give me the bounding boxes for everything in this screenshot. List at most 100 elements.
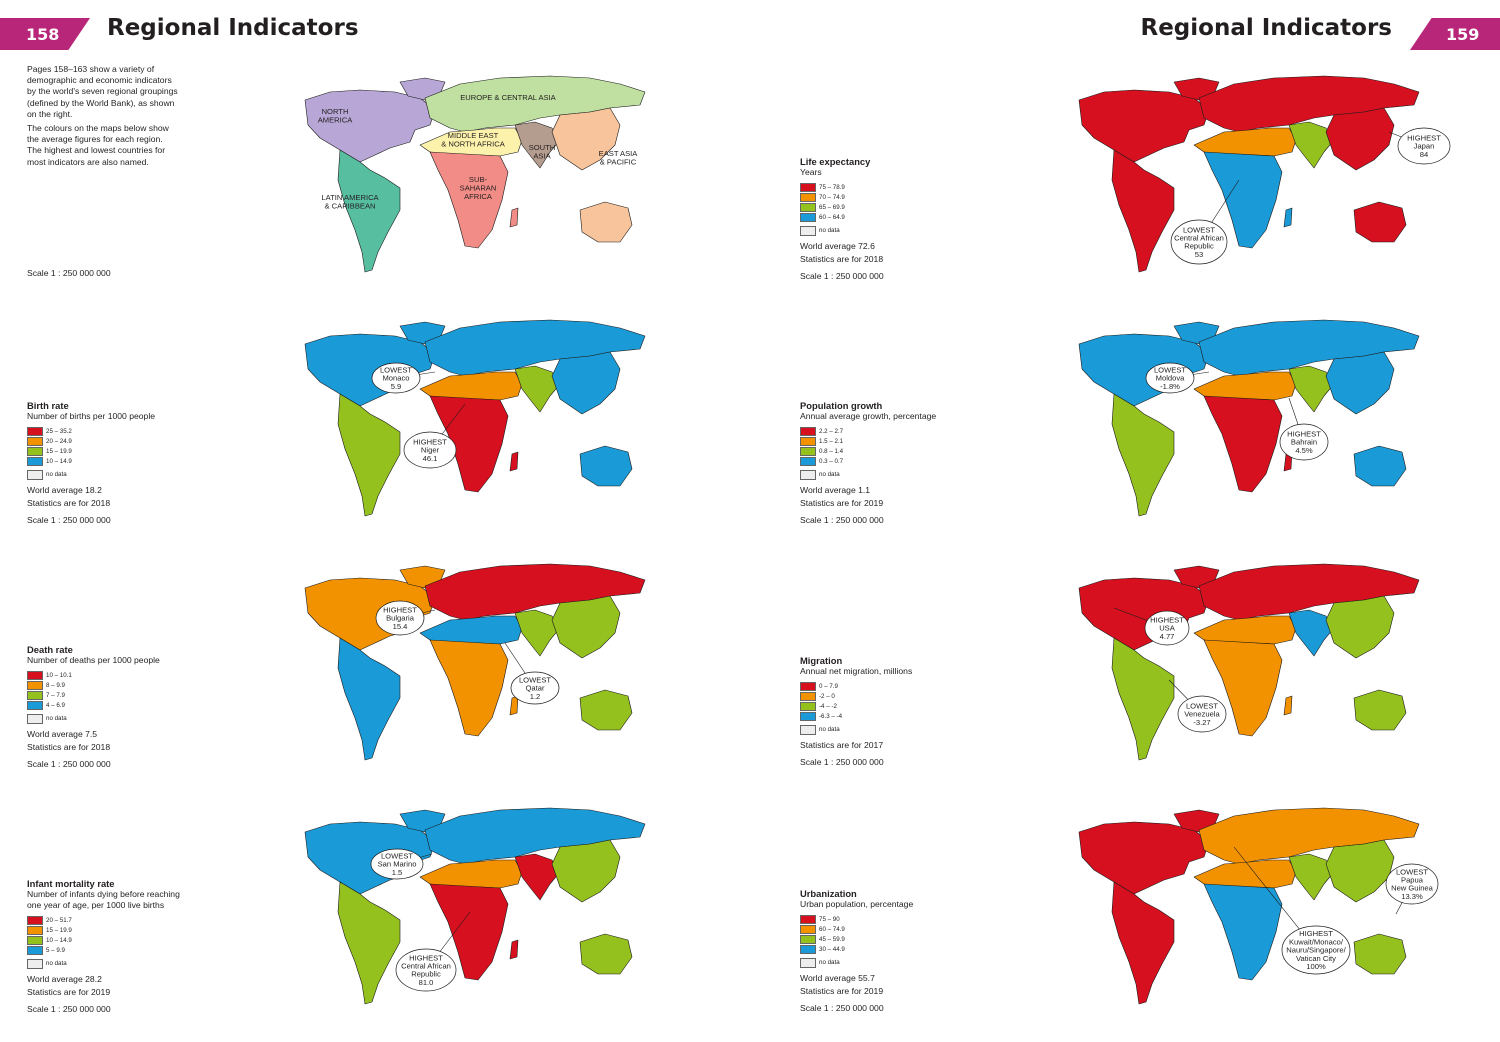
population-growth-callout-text: HIGHEST Bahrain 4.5% [1287, 429, 1321, 454]
birth-rate-sa-shape [514, 365, 561, 413]
page-title-left: Regional Indicators [107, 15, 359, 41]
page-number-left: 158 [0, 18, 90, 50]
intro-text: Pages 158–163 show a variety of demograp… [27, 64, 187, 171]
birth-rate-legend-range: 25 – 35.2 [46, 427, 72, 435]
birth-rate-map: LOWEST Monaco 5.9 HIGHEST Niger 46.1 [304, 319, 646, 517]
migration-legend-row: 0 – 7.9 [800, 681, 1000, 691]
death-rate-callout-bubble [375, 600, 425, 636]
infant-mortality-legend-subtitle: Number of infants dying before reaching o… [27, 889, 180, 910]
life-expectancy-legend-nodata-swatch [800, 225, 816, 236]
birth-rate-legend-range: 10 – 14.9 [46, 458, 72, 466]
population-growth-legend-range: 0.3 – 0.7 [819, 458, 844, 466]
migration-legend-nodata-swatch [800, 724, 816, 735]
infant-mortality-legend-range: 15 – 19.9 [46, 926, 72, 934]
region-label-eca: EUROPE & CENTRAL ASIA [460, 93, 556, 102]
urbanization-legend-swatch [800, 934, 816, 944]
population-growth-legend-footnote: World average 1.1 [800, 484, 871, 495]
life-expectancy-legend-row: 60 – 64.9 [800, 213, 1000, 223]
population-growth-legend-row: 0.3 – 0.7 [800, 457, 1000, 467]
birth-rate-legend-row: 25 – 35.2 [27, 426, 227, 436]
urbanization-callout-lowest: LOWEST Papua New Guinea 13.3% [1385, 863, 1439, 915]
infant-mortality-legend-range: 10 – 14.9 [46, 936, 72, 944]
region-label-na: NORTH AMERICA [318, 107, 354, 124]
birth-rate-legend-title: Birth rate [27, 400, 69, 411]
urbanization-callout-bubble [1385, 863, 1439, 905]
migration-legend-swatch [800, 701, 816, 711]
birth-rate-legend-subtitle: Number of births per 1000 people [27, 411, 156, 421]
life-expectancy-legend-range: 65 – 69.9 [819, 203, 845, 211]
population-growth-sa-shape [1288, 365, 1335, 413]
infant-mortality-callout-highest: HIGHEST Central African Republic 81.0 [395, 911, 471, 992]
death-rate-aus-shape [579, 689, 633, 731]
migration-ssa-shape [1203, 639, 1283, 737]
migration-legend-nodata: no data [800, 724, 1000, 735]
page-number-right: 159 [1410, 18, 1500, 50]
life-expectancy-callout-lowest: LOWEST Central African Republic 53 [1170, 179, 1240, 265]
birth-rate-legend-footnote: World average 18.2 [27, 484, 102, 495]
birth-rate-eap-shape [551, 351, 621, 415]
migration-legend-range: -2 – 0 [819, 692, 835, 700]
urbanization-callout-text: LOWEST Papua New Guinea 13.3% [1391, 867, 1434, 901]
death-rate-legend-swatch [27, 690, 43, 700]
infant-mortality-eap-shape [551, 839, 621, 903]
life-expectancy-callout-text: HIGHEST Japan 84 [1407, 133, 1441, 158]
urbanization-aus-shape [1353, 933, 1407, 975]
birth-rate-legend-nodata: no data [27, 469, 227, 480]
birth-rate-callout-lowest: LOWEST Monaco 5.9 [371, 362, 436, 394]
death-rate-map: HIGHEST Bulgaria 15.4 LOWEST Qatar 1.2 [304, 563, 646, 761]
region-label-eap: EAST ASIA & PACIFIC [599, 149, 639, 166]
migration-legend-nodata-label: no data [819, 726, 840, 734]
death-rate-legend-range: 7 – 7.9 [46, 691, 65, 699]
life-expectancy-legend-footnote: World average 72.6 [800, 240, 875, 251]
death-rate-callout-text: HIGHEST Bulgaria 15.4 [383, 605, 417, 630]
population-growth-aus-shape [1353, 445, 1407, 487]
birth-rate-legend-row: 20 – 24.9 [27, 436, 227, 446]
birth-rate-callout-text: HIGHEST Niger 46.1 [413, 437, 447, 462]
birth-rate-legend-swatch [27, 446, 43, 456]
life-expectancy-legend-swatch [800, 202, 816, 212]
birth-rate-callout-bubble [371, 362, 421, 394]
infant-mortality-legend-row: 5 – 9.9 [27, 946, 227, 956]
migration-legend: Migration Annual net migration, millions 0… [800, 655, 1000, 768]
birth-rate-legend-range: 20 – 24.9 [46, 437, 72, 445]
infant-mortality-legend-row: 10 – 14.9 [27, 935, 227, 945]
death-rate-legend-row: 7 – 7.9 [27, 690, 227, 700]
birth-rate-mena-shape [419, 371, 523, 401]
birth-rate-callout-text: LOWEST Monaco 5.9 [380, 365, 412, 390]
life-expectancy-legend: Life expectancy Years 75 – 78.9 70 – 74.9 65… [800, 156, 1000, 282]
death-rate-legend-range: 4 – 6.9 [46, 702, 65, 710]
migration-mena-shape [1193, 615, 1297, 645]
life-expectancy-legend-range: 75 – 78.9 [819, 183, 845, 191]
population-growth-legend: Population growth Annual average growth, … [800, 400, 1000, 526]
population-growth-legend-swatch [800, 457, 816, 467]
death-rate-legend-row: 10 – 10.1 [27, 670, 227, 680]
migration-callout-lowest: LOWEST Venezuela -3.27 [1168, 679, 1227, 733]
region-label-sa: SOUTH ASIA [529, 143, 556, 160]
life-expectancy-map: HIGHEST Japan 84 LOWEST Central African Repub… [1078, 75, 1451, 273]
death-rate-legend-swatch [27, 680, 43, 690]
population-growth-legend-swatch [800, 436, 816, 446]
population-growth-legend-nodata: no data [800, 469, 1000, 480]
regions-aus-shape [579, 201, 633, 243]
population-growth-lac-shape [1111, 393, 1175, 517]
population-growth-legend-footnote: Statistics are for 2019 [800, 497, 884, 508]
life-expectancy-legend-swatch [800, 213, 816, 223]
life-expectancy-legend-nodata-label: no data [819, 227, 840, 235]
life-expectancy-legend-row: 70 – 74.9 [800, 192, 1000, 202]
death-rate-legend-nodata: no data [27, 713, 227, 724]
infant-mortality-legend-swatch [27, 935, 43, 945]
infant-mortality-callout-lowest: LOWEST San Marino 1.5 [370, 848, 433, 880]
intro-scale: Scale 1 : 250 000 000 [27, 268, 111, 278]
population-growth-legend-swatch [800, 446, 816, 456]
page-title-right: Regional Indicators [1140, 15, 1392, 41]
life-expectancy-callout-bubble [1397, 127, 1451, 165]
death-rate-legend-nodata-swatch [27, 713, 43, 724]
life-expectancy-legend-row: 75 – 78.9 [800, 182, 1000, 192]
migration-legend-row: -6.3 – -4 [800, 712, 1000, 722]
birth-rate-legend: Birth rate Number of births per 1000 peop… [27, 400, 227, 526]
population-growth-legend-row: 1.5 – 2.1 [800, 436, 1000, 446]
infant-mortality-legend-footnote: Statistics are for 2019 [27, 986, 111, 997]
regions-lac-shape [337, 149, 401, 273]
regions-na-shape [304, 89, 436, 163]
migration-legend-range: -6.3 – -4 [819, 713, 843, 721]
